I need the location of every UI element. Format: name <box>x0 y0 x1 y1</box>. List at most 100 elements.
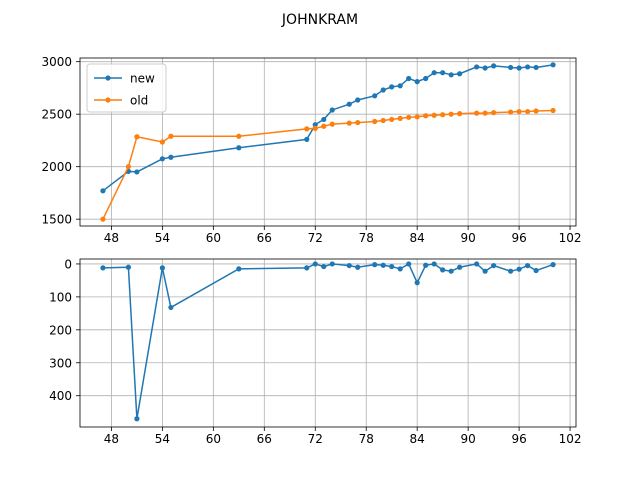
data-point <box>312 122 318 128</box>
data-point <box>134 416 140 422</box>
data-point <box>134 169 140 175</box>
data-point <box>457 264 463 270</box>
x-tick-label: 102 <box>559 231 582 245</box>
data-point <box>431 70 437 76</box>
x-tick-label: 54 <box>155 432 170 446</box>
data-point <box>397 266 403 272</box>
axes-frame <box>79 258 577 428</box>
data-point <box>168 304 174 311</box>
x-tick-label: 54 <box>155 231 170 245</box>
data-point <box>406 75 412 82</box>
data-point <box>508 268 514 274</box>
y-tick-label: 2500 <box>41 108 72 122</box>
data-point <box>414 79 420 85</box>
legend-marker <box>105 97 111 103</box>
data-point <box>236 133 242 139</box>
x-tick-label: 72 <box>308 231 323 245</box>
x-tick-label: 60 <box>206 432 221 446</box>
data-point <box>474 64 480 70</box>
data-point <box>448 111 454 117</box>
data-point <box>457 111 463 117</box>
data-point <box>448 72 454 78</box>
x-tick-label: 78 <box>359 231 374 245</box>
data-point <box>355 97 361 103</box>
data-point <box>159 265 165 271</box>
data-point <box>159 139 165 145</box>
axes-frame <box>79 57 577 227</box>
data-point <box>406 114 412 120</box>
y-tick-label: 100 <box>49 290 72 304</box>
data-point <box>533 108 539 114</box>
x-tick-label: 72 <box>308 432 323 446</box>
data-point <box>304 136 310 142</box>
data-point <box>482 65 488 71</box>
y-tick-label: 1500 <box>41 213 72 227</box>
data-point <box>168 154 174 160</box>
data-point <box>321 263 327 270</box>
data-point <box>346 120 352 126</box>
data-point <box>448 268 454 274</box>
data-point <box>550 262 556 268</box>
data-point <box>372 118 378 125</box>
data-point <box>329 107 335 113</box>
data-point <box>397 115 403 121</box>
y-tick-label: 2000 <box>41 160 72 174</box>
data-point <box>457 71 463 77</box>
data-point <box>440 267 446 273</box>
x-tick-label: 78 <box>359 432 374 446</box>
data-point <box>423 75 429 82</box>
data-point <box>516 108 522 115</box>
data-point <box>550 62 556 68</box>
legend-label-old: old <box>130 94 148 108</box>
x-tick-label: 66 <box>257 231 272 245</box>
data-point <box>474 261 480 267</box>
x-tick-label: 66 <box>257 432 272 446</box>
data-point <box>100 265 106 271</box>
data-point <box>423 262 429 268</box>
data-point <box>134 134 140 140</box>
x-tick-label: 90 <box>460 432 475 446</box>
data-point <box>524 108 531 115</box>
y-tick-label: 0 <box>64 257 72 271</box>
data-point <box>533 267 539 274</box>
data-point <box>125 164 132 170</box>
data-point <box>406 261 412 267</box>
data-point <box>389 84 395 90</box>
data-point <box>372 262 378 268</box>
x-tick-label: 102 <box>559 432 582 446</box>
data-point <box>100 216 106 222</box>
series-line-old <box>102 109 554 220</box>
data-point <box>440 70 446 76</box>
data-point <box>397 83 403 89</box>
y-tick-label: 3000 <box>41 55 72 69</box>
data-point <box>355 264 361 270</box>
data-point <box>346 262 352 269</box>
y-tick-label: 400 <box>49 389 72 403</box>
figure-title: JOHNKRAM <box>281 12 358 28</box>
data-point <box>491 262 497 269</box>
data-point <box>236 266 242 272</box>
data-point <box>482 268 488 274</box>
legend-label-new: new <box>130 72 155 86</box>
data-point <box>516 266 522 272</box>
data-point <box>440 112 446 118</box>
data-point <box>125 264 132 270</box>
x-tick-label: 90 <box>460 231 475 245</box>
data-point <box>508 109 514 115</box>
data-point <box>321 123 327 129</box>
data-point <box>312 261 318 267</box>
data-point <box>168 133 174 139</box>
data-point <box>329 121 335 127</box>
data-point <box>346 101 352 107</box>
top-axes-value-chart: 48 54 60 66 72 78 84 90 96 102 1500 2000 2500 3000 new… <box>41 55 581 245</box>
data-point <box>491 110 497 116</box>
data-point <box>304 265 310 271</box>
x-tick-label: 96 <box>511 432 526 446</box>
data-point <box>100 188 106 194</box>
x-tick-label: 48 <box>104 231 119 245</box>
x-tick-label: 84 <box>410 432 425 446</box>
data-point <box>389 116 395 123</box>
data-point <box>491 63 497 69</box>
data-point <box>236 145 242 151</box>
